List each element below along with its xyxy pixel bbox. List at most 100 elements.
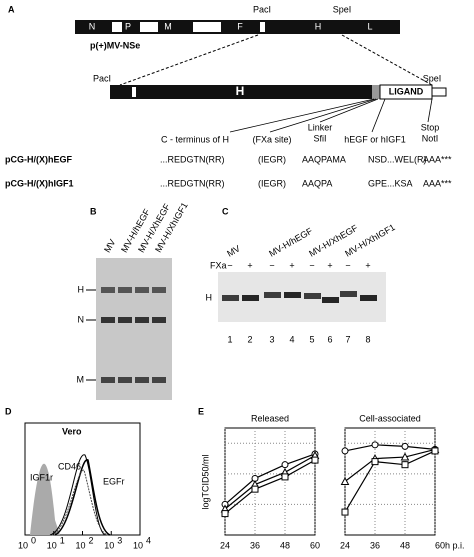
marker	[221, 510, 229, 518]
x-tick-label: 10	[18, 540, 28, 550]
line	[344, 450, 436, 513]
sign-label: +	[289, 260, 294, 270]
histogram-curve	[49, 454, 106, 536]
sign-label: −	[269, 260, 274, 270]
x-tick-label: 10	[104, 540, 114, 550]
x-tick-label: 60h p.i.	[435, 540, 465, 550]
gene-label: L	[367, 21, 372, 31]
gene-label: F	[237, 21, 243, 31]
gel-band	[340, 291, 357, 297]
sign-label: +	[365, 260, 370, 270]
line	[344, 444, 436, 452]
domain-label: LIGAND	[389, 86, 424, 96]
annotation: SfiI	[313, 133, 326, 143]
gel-band	[284, 292, 301, 298]
sign-label: −	[309, 260, 314, 270]
gene-label: M	[164, 21, 172, 31]
gel-band	[360, 295, 377, 301]
gene-label: N	[89, 21, 96, 31]
marker	[281, 473, 289, 481]
plasmid-name: p(+)MV-NSe	[90, 40, 140, 50]
gel	[96, 258, 172, 400]
panel-label: D	[5, 406, 12, 416]
panel-label: B	[90, 206, 97, 216]
curve-label: IGF1r	[30, 472, 53, 482]
gel-band	[152, 317, 166, 323]
marker	[340, 476, 350, 485]
construct-name: pCG-H/(X)hIGF1	[5, 178, 74, 188]
gel-band	[304, 293, 321, 299]
x-tick-label: 36	[370, 540, 380, 550]
x-tick-label: 10	[75, 540, 85, 550]
lane-number: 5	[309, 334, 314, 344]
sequence: NSD...WEL(R)	[368, 154, 427, 164]
plot-title: Vero	[62, 426, 82, 436]
panel-label: C	[222, 206, 229, 216]
gel-band	[118, 377, 132, 383]
x-tick-label: 0	[31, 535, 36, 545]
annotation: NotI	[422, 133, 439, 143]
x-tick-label: 60	[310, 540, 320, 550]
plot-title: Released	[251, 413, 289, 423]
x-tick-label: 10	[133, 540, 143, 550]
curve-label: EGFr	[103, 476, 125, 486]
sequence: AAA***	[423, 154, 452, 164]
sequence: ...REDGTN(RR)	[160, 178, 225, 188]
gel-band	[152, 377, 166, 383]
x-tick-label: 2	[89, 535, 94, 545]
marker	[401, 442, 409, 450]
site-label: SpeI	[333, 4, 352, 14]
plot-frame	[344, 427, 436, 536]
marker	[341, 508, 349, 516]
lane-number: 3	[269, 334, 274, 344]
histogram-curve	[54, 459, 111, 536]
domain-label: H	[236, 84, 245, 98]
marker-label: H	[78, 284, 85, 294]
lane-number: 6	[327, 334, 332, 344]
y-axis-label: logTCID50/ml	[200, 454, 210, 509]
lane-number: 2	[247, 334, 252, 344]
marker	[371, 458, 379, 466]
annotation: (FXa site)	[252, 134, 291, 144]
line	[344, 448, 436, 482]
line	[224, 459, 316, 515]
marker	[371, 441, 379, 449]
genome-map	[75, 20, 447, 133]
gel-band	[101, 287, 115, 293]
gel-band	[118, 287, 132, 293]
histogram-curve	[51, 469, 109, 536]
sequence: AAQPA	[302, 178, 332, 188]
gel-band	[322, 297, 339, 303]
gel-band	[118, 317, 132, 323]
x-tick-label: 24	[220, 540, 230, 550]
gel-band	[222, 295, 239, 301]
line	[224, 453, 316, 505]
gel-band	[242, 295, 259, 301]
gel-band	[101, 317, 115, 323]
curve-label: CD46	[58, 461, 81, 471]
x-tick-label: 10	[47, 540, 57, 550]
marker	[401, 461, 409, 469]
sequence: (IEGR)	[258, 178, 286, 188]
marker	[281, 461, 289, 469]
x-tick-label: 3	[117, 535, 122, 545]
sign-label: −	[345, 260, 350, 270]
marker	[431, 447, 439, 455]
marker-label: H	[206, 292, 213, 302]
site-label: PacI	[93, 73, 111, 83]
gene-label: P	[125, 21, 131, 31]
sequence: AAA***	[423, 178, 452, 188]
sequence: GPE...KSA	[368, 178, 413, 188]
sign-label: +	[327, 260, 332, 270]
marker-label: N	[78, 314, 85, 324]
histogram-fill	[30, 463, 60, 535]
gel-band	[264, 292, 281, 298]
lane-label: MV	[225, 243, 242, 258]
gel-band	[101, 377, 115, 383]
annotation: hEGF or hIGF1	[344, 134, 406, 144]
site-label: SpeI	[423, 73, 442, 83]
gel-band	[152, 287, 166, 293]
marker	[400, 452, 410, 461]
marker	[251, 485, 259, 493]
